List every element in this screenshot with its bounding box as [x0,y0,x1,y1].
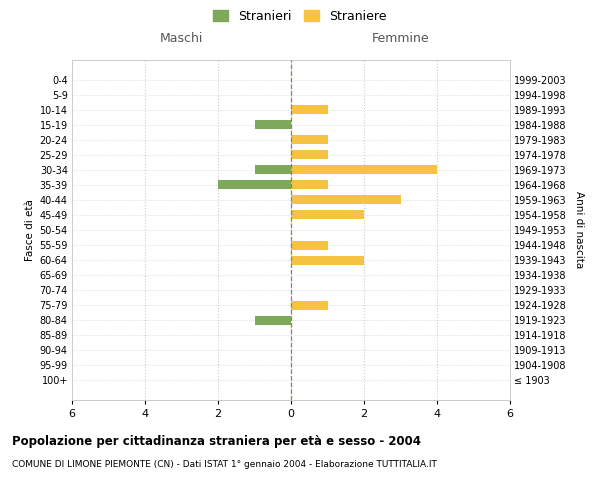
Bar [254,120,291,130]
Bar [291,136,328,144]
Bar [291,106,328,114]
Bar [291,180,328,190]
Y-axis label: Fasce di età: Fasce di età [25,199,35,261]
Bar [291,240,328,250]
Bar [291,196,401,204]
Bar [291,300,328,310]
Legend: Stranieri, Straniere: Stranieri, Straniere [209,6,391,26]
Bar [218,180,291,190]
Text: Femmine: Femmine [371,32,430,45]
Text: COMUNE DI LIMONE PIEMONTE (CN) - Dati ISTAT 1° gennaio 2004 - Elaborazione TUTTI: COMUNE DI LIMONE PIEMONTE (CN) - Dati IS… [12,460,437,469]
Bar [291,150,328,160]
Text: Popolazione per cittadinanza straniera per età e sesso - 2004: Popolazione per cittadinanza straniera p… [12,435,421,448]
Bar [254,316,291,324]
Bar [291,210,364,220]
Text: Maschi: Maschi [160,32,203,45]
Y-axis label: Anni di nascita: Anni di nascita [574,192,584,268]
Bar [254,166,291,174]
Bar [291,256,364,264]
Bar [291,166,437,174]
